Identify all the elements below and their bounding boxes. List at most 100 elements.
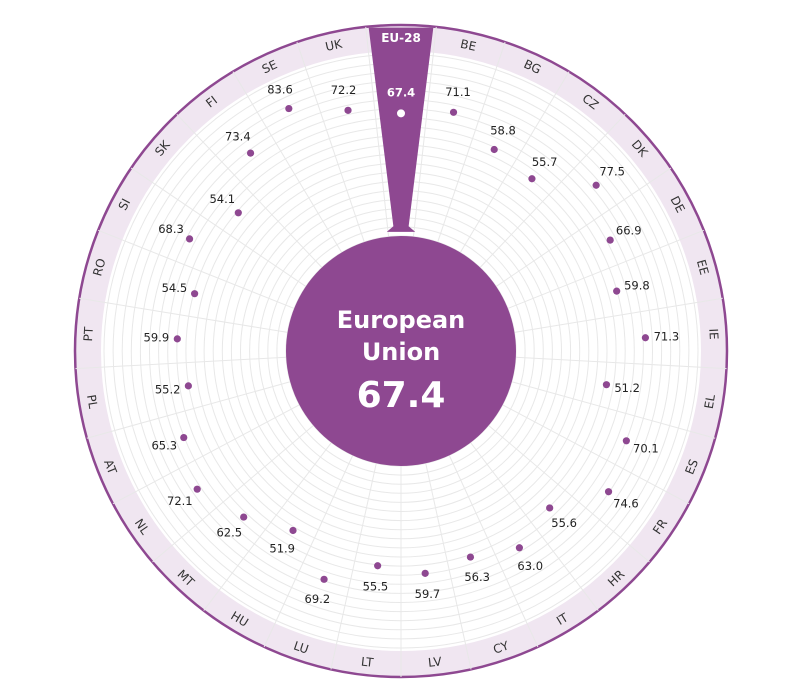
- grid-radial: [511, 381, 716, 439]
- value-label-se: 83.6: [267, 82, 293, 96]
- value-label-nl: 72.1: [167, 494, 193, 508]
- data-point-ro: [191, 290, 199, 298]
- value-label-cy: 56.3: [464, 570, 490, 584]
- grid-radial: [112, 404, 300, 505]
- center-value: 67.4: [357, 375, 446, 416]
- category-label-eu-28: EU-28: [381, 31, 421, 45]
- grid-radial: [203, 442, 332, 611]
- highlight-wedge: [368, 27, 434, 232]
- category-label-el: EL: [702, 393, 718, 410]
- data-point-de: [606, 236, 614, 244]
- data-point-uk: [344, 106, 352, 114]
- value-label-dk: 77.5: [599, 165, 625, 179]
- data-point-lu: [320, 575, 328, 583]
- value-label-uk: 72.2: [331, 83, 357, 97]
- value-label-mt: 62.5: [216, 525, 242, 539]
- value-label-es: 70.1: [633, 442, 659, 456]
- grid-radial: [459, 71, 570, 253]
- value-label-it: 63.0: [517, 559, 543, 573]
- data-point-it: [515, 544, 524, 552]
- data-point-hr: [546, 504, 554, 512]
- grid-radial: [86, 381, 291, 439]
- data-point-be: [449, 108, 458, 116]
- data-point-se: [285, 104, 293, 113]
- value-label-sk: 54.1: [209, 192, 235, 206]
- category-label-es: ES: [682, 457, 701, 476]
- data-point-cy: [466, 553, 475, 561]
- grid-radial: [515, 356, 727, 370]
- grid-radial: [495, 167, 672, 287]
- grid-radial: [470, 442, 599, 611]
- category-label-lt: LT: [360, 655, 374, 670]
- data-point-fi: [246, 149, 255, 157]
- data-point-fr: [604, 488, 613, 496]
- value-label-fi: 73.4: [225, 129, 251, 143]
- value-label-hu: 51.9: [269, 541, 295, 555]
- category-label-bg: BG: [522, 57, 544, 77]
- value-label-ee: 59.8: [624, 278, 650, 292]
- data-point-pl: [184, 382, 192, 390]
- grid-radial: [412, 26, 437, 237]
- data-point-es: [622, 437, 630, 445]
- data-point-ie: [641, 334, 650, 342]
- data-point-mt: [240, 513, 248, 521]
- value-label-lv: 59.7: [415, 587, 441, 601]
- marks: EU-2867.4BE71.1BG58.8CZ55.7DK77.5DE66.9E…: [81, 27, 721, 670]
- value-label-pl: 55.2: [155, 382, 181, 396]
- grid-radial: [437, 41, 506, 243]
- category-label-pt: PT: [81, 326, 96, 342]
- grid-radial: [448, 455, 539, 648]
- value-label-ro: 54.5: [162, 281, 188, 295]
- category-label-cy: CY: [491, 638, 511, 656]
- grid-radial: [502, 404, 690, 505]
- grid-radial: [365, 26, 390, 237]
- category-label-pl: PL: [84, 394, 100, 410]
- data-point-nl: [193, 485, 201, 493]
- grid-radial: [296, 41, 365, 243]
- data-point-eu-28: [397, 109, 405, 118]
- category-label-de: DE: [667, 194, 687, 215]
- data-point-ee: [613, 287, 621, 295]
- value-label-fr: 74.6: [613, 497, 639, 511]
- grid-radial: [488, 425, 650, 563]
- category-label-lu: LU: [292, 639, 311, 657]
- value-label-at: 65.3: [151, 438, 177, 452]
- value-label-hr: 55.6: [551, 516, 577, 530]
- category-label-ie: IE: [706, 328, 721, 340]
- data-point-at: [180, 433, 188, 442]
- center-title-line1: European: [337, 306, 466, 334]
- center-circle: European Union 67.4: [286, 236, 516, 466]
- category-label-se: SE: [260, 57, 280, 76]
- grid-radial: [263, 455, 354, 648]
- grid-radial: [479, 113, 626, 268]
- category-label-lv: LV: [427, 654, 443, 669]
- data-point-bg: [490, 145, 498, 154]
- value-label-el: 51.2: [614, 381, 640, 395]
- data-point-lt: [374, 562, 382, 570]
- grid-radial: [176, 113, 323, 268]
- grid-radial: [130, 167, 307, 287]
- data-point-lv: [421, 569, 429, 577]
- data-point-hu: [289, 526, 297, 535]
- data-point-sk: [234, 209, 242, 217]
- grid-radial: [232, 71, 343, 253]
- value-label-bg: 58.8: [490, 123, 516, 137]
- value-label-lu: 69.2: [305, 592, 331, 606]
- data-point-dk: [592, 181, 600, 189]
- grid-radial: [507, 229, 705, 309]
- center-title-line2: Union: [362, 338, 440, 366]
- data-point-pt: [173, 335, 181, 343]
- value-label-ie: 71.3: [654, 330, 680, 344]
- grid-radial: [514, 297, 723, 333]
- grid-radial: [97, 229, 295, 309]
- value-label-be: 71.1: [445, 85, 471, 99]
- grid-radial: [152, 425, 314, 563]
- grid-radial: [330, 463, 377, 670]
- data-point-cz: [528, 175, 536, 183]
- value-label-de: 66.9: [616, 223, 642, 237]
- category-label-ro: RO: [90, 257, 108, 278]
- category-label-be: BE: [459, 37, 477, 54]
- value-label-cz: 55.7: [532, 155, 558, 169]
- data-point-si: [185, 235, 194, 243]
